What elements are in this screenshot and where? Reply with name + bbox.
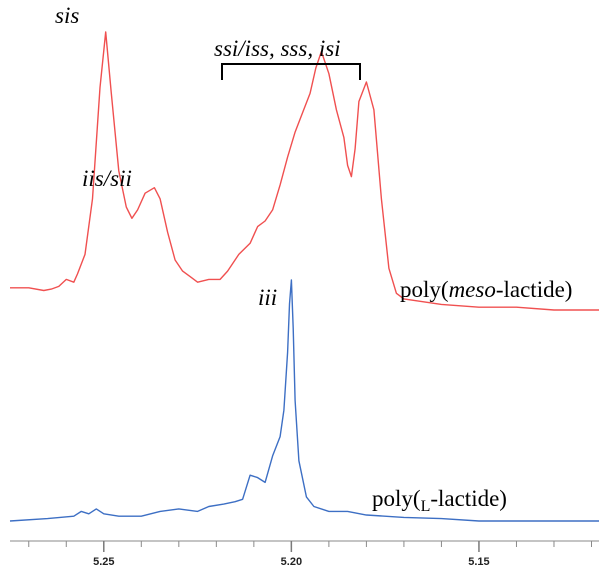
x-tick-label: 5.15 — [468, 556, 489, 568]
x-tick-label: 5.20 — [281, 556, 302, 568]
trace-label-meso-prefix: poly( — [400, 277, 449, 302]
series-line-0 — [10, 31, 599, 311]
annotation-iii: iii — [258, 285, 277, 310]
x-axis: 5.25 5.20 5.15 — [10, 540, 599, 568]
annotation-iis-sii: iis/sii — [82, 166, 132, 191]
trace-label-l-suffix: -lactide) — [430, 486, 507, 511]
trace-label-meso: poly(meso-lactide) — [400, 277, 572, 302]
trace-label-l: poly(L-lactide) — [372, 486, 507, 515]
annotation-ssi-iss-sss-isi: ssi/iss, sss, isi — [214, 36, 341, 61]
trace-label-l-prefix: poly( — [372, 486, 421, 511]
trace-label-l-subscript: L — [421, 498, 431, 515]
trace-label-meso-italic: meso — [449, 277, 496, 302]
annotation-bracket — [221, 63, 361, 80]
x-tick-label: 5.25 — [93, 556, 114, 568]
x-axis-minor-ticks — [28, 541, 592, 547]
spectrum-traces — [9, 31, 599, 522]
annotation-sis: sis — [55, 3, 79, 28]
x-axis-major-ticks: 5.25 5.20 5.15 — [93, 541, 490, 568]
series-line-1 — [9, 279, 599, 522]
trace-label-meso-suffix: -lactide) — [496, 277, 573, 302]
